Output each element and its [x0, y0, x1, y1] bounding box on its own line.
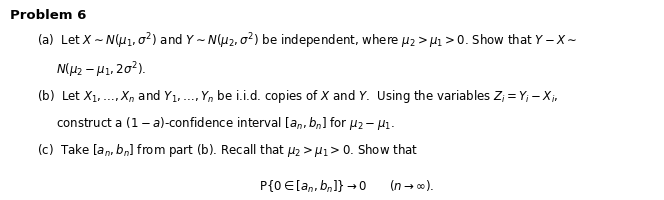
- Text: (b)  Let $X_1,\ldots,X_n$ and $Y_1,\ldots,Y_n$ be i.i.d. copies of $X$ and $Y$. : (b) Let $X_1,\ldots,X_n$ and $Y_1,\ldots…: [37, 88, 558, 105]
- Text: $N(\mu_2 - \mu_1, 2\sigma^2)$.: $N(\mu_2 - \mu_1, 2\sigma^2)$.: [56, 60, 147, 80]
- Text: (a)  Let $X \sim N(\mu_1,\sigma^2)$ and $Y \sim N(\mu_2,\sigma^2)$ be independen: (a) Let $X \sim N(\mu_1,\sigma^2)$ and $…: [37, 31, 577, 51]
- Text: Problem 6: Problem 6: [10, 9, 86, 22]
- Text: (c)  Take $[a_n,b_n]$ from part (b). Recall that $\mu_2 > \mu_1 > 0$. Show that: (c) Take $[a_n,b_n]$ from part (b). Reca…: [37, 141, 418, 158]
- Text: $\mathrm{P}\{0 \in [a_n,b_n]\} \to 0 \qquad (n \to \infty).$: $\mathrm{P}\{0 \in [a_n,b_n]\} \to 0 \qq…: [259, 178, 434, 194]
- Text: construct a $(1-a)$-confidence interval $[a_n,b_n]$ for $\mu_2 - \mu_1$.: construct a $(1-a)$-confidence interval …: [56, 114, 395, 131]
